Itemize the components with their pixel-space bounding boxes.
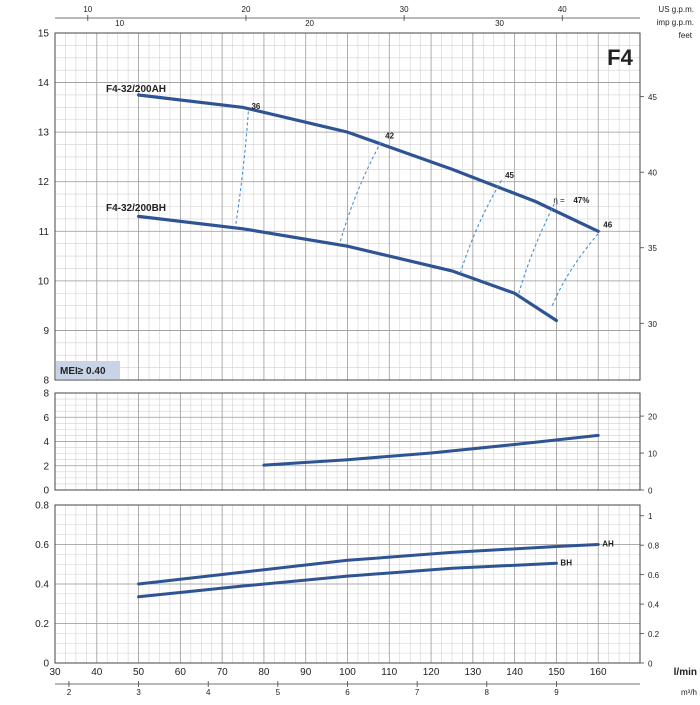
power-right-tick-label: 0.4 [648,601,660,610]
us-gpm-tick-label: 10 [83,5,92,14]
lmin-tick-label: 100 [339,667,356,678]
power-right-tick-label: 0 [648,660,653,669]
power-y-tick-label: 0.2 [35,619,49,630]
head-curve-ah [137,93,600,233]
lmin-label: l/min [674,667,697,678]
head-right-tick-label: 45 [648,93,657,102]
eta-label: η = [553,196,565,205]
feet-label: feet [679,31,693,40]
imp-gpm-label: imp g.p.m. [657,18,694,27]
lmin-tick-label: 110 [381,667,397,678]
efficiency-label: 46 [603,220,612,229]
head-frame [54,32,641,381]
efficiency-label: 36 [251,102,260,111]
m3h-tick-label: 6 [345,688,350,697]
m3h-tick-label: 5 [276,688,281,697]
efficiency-line [459,178,503,274]
power-right-tick-label: 1 [648,512,653,521]
npsh-right-tick-label: 10 [648,450,657,459]
lmin-tick-label: 80 [258,667,270,678]
head-y-tick-label: 8 [43,376,49,387]
m3h-tick-label: 9 [554,688,559,697]
efficiency-label: 42 [385,132,394,141]
m3h-tick-label: 3 [136,688,141,697]
head-right-tick-label: 35 [648,244,657,253]
us-gpm-tick-label: 20 [242,5,251,14]
imp-gpm-tick-label: 10 [115,19,124,28]
mei-badge: MEI≥ 0.40 [60,366,106,377]
npsh-y-tick-label: 0 [43,486,49,497]
efficiency-line [551,230,601,306]
head-y-tick-label: 15 [38,29,50,40]
power-y-tick-label: 0.8 [35,501,49,512]
head-right-tick-label: 40 [648,169,657,178]
lmin-tick-label: 120 [423,667,440,678]
npsh-right-tick-label: 20 [648,413,657,422]
power-series-label: BH [560,558,572,567]
power-frame [54,504,641,664]
series-label-bh: F4-32/200BH [106,203,166,214]
lmin-tick-label: 40 [91,667,103,678]
lmin-tick-label: 70 [217,667,229,678]
npsh-right-tick-label: 0 [648,487,653,496]
head-y-tick-label: 11 [39,227,50,238]
us-gpm-tick-label: 30 [400,5,409,14]
imp-gpm-tick-label: 30 [495,19,504,28]
lmin-tick-label: 160 [590,667,607,678]
lmin-tick-label: 50 [133,667,145,678]
npsh-y-tick-label: 4 [43,437,49,448]
m3h-tick-label: 4 [206,688,211,697]
chart-title: F4 [607,45,633,70]
power-y-tick-label: 0 [43,659,49,670]
imp-gpm-tick-label: 20 [305,19,314,28]
power-curve-ah [137,543,600,586]
lmin-tick-label: 60 [175,667,187,678]
series-label-ah: F4-32/200AH [106,84,166,95]
us-gpm-label: US g.p.m. [658,5,694,14]
lmin-tick-label: 130 [465,667,482,678]
m3h-tick-label: 2 [67,688,72,697]
npsh-frame [54,392,641,491]
power-y-tick-label: 0.6 [35,540,49,551]
head-y-tick-label: 10 [38,276,50,287]
m3h-tick-label: 8 [485,688,490,697]
efficiency-line [518,203,555,294]
m3h-label: m³/h [681,688,697,697]
head-right-tick-label: 30 [648,320,657,329]
head-y-tick-label: 13 [38,128,50,139]
npsh-curve [262,433,600,467]
power-right-tick-label: 0.8 [648,542,660,551]
npsh-y-tick-label: 6 [43,413,49,424]
power-right-tick-label: 0.2 [648,630,660,639]
efficiency-line [235,109,250,224]
efficiency-line [339,139,383,242]
lmin-tick-label: 90 [300,667,312,678]
efficiency-label: 45 [505,171,514,180]
head-curve-bh [137,214,558,323]
lmin-tick-label: 140 [506,667,523,678]
head-y-tick-label: 9 [43,326,49,337]
efficiency-label: 47% [573,196,589,205]
power-series-label: AH [602,540,614,549]
lmin-tick-label: 150 [548,667,565,678]
m3h-tick-label: 7 [415,688,420,697]
us-gpm-tick-label: 40 [558,5,567,14]
power-y-tick-label: 0.4 [35,580,49,591]
npsh-y-tick-label: 2 [43,461,49,472]
head-y-tick-label: 14 [38,78,50,89]
power-curve-bh [137,561,558,599]
power-right-tick-label: 0.6 [648,571,660,580]
mei-badge-bg [56,361,120,379]
npsh-y-tick-label: 8 [43,389,49,400]
head-y-tick-label: 12 [38,177,50,188]
lmin-tick-label: 30 [49,667,61,678]
